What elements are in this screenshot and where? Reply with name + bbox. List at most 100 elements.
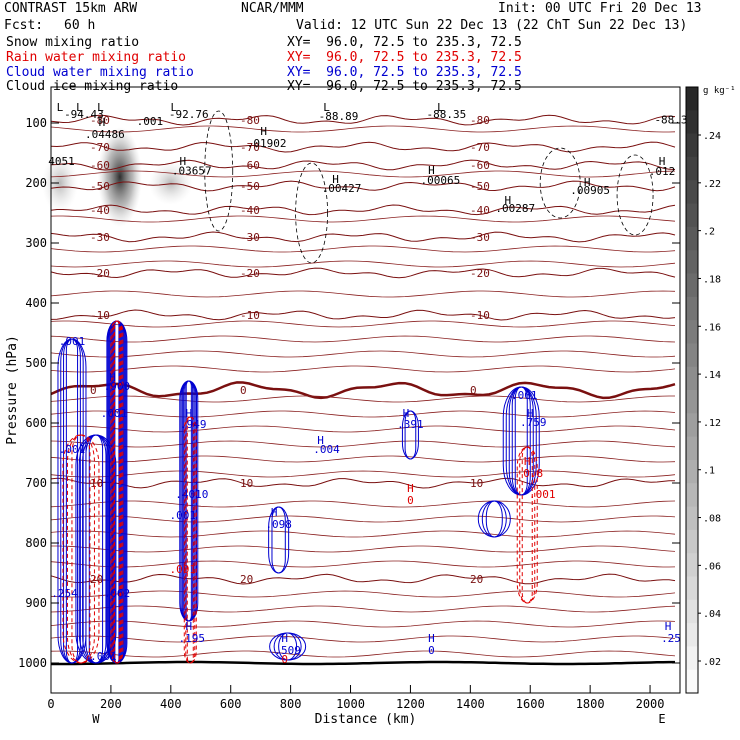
x-tick-label: 800 [280,697,302,711]
colorbar-label: .18 [703,274,721,285]
extrema-label: .098 [265,518,292,531]
extrema-label: H [260,125,267,138]
temperature-contour [50,114,676,126]
field-name-snow: Snow mixing ratio [6,35,140,50]
extrema-label: H [527,407,534,420]
extrema-label: -92.76 [169,108,209,121]
temperature-contour [50,605,676,613]
colorbar-cell [686,529,698,554]
extrema-label: H [403,407,410,420]
extrema-label: -88.89 [319,110,359,123]
temperature-contour-label: 20 [240,573,253,586]
temperature-contour [50,125,676,133]
extrema-label: L [170,101,177,114]
extrema-label: H [332,173,339,186]
temperature-contour [50,335,676,343]
temperature-contour-label: -70 [470,141,490,154]
fcst-value: 60 h [64,18,96,33]
valid-time: Valid: 12 UTC Sun 22 Dec 13 (22 ChT Sun … [296,18,688,33]
extrema-label: L [97,101,104,114]
field-xy-snow: XY= 96.0, 72.5 to 235.3, 72.5 [287,35,522,50]
temperature-contour-label: -60 [90,159,110,172]
extrema-label: H [185,407,192,420]
extrema-label: .391 [397,418,424,431]
colorbar-cell [686,576,698,601]
extrema-label: .4010 [175,488,208,501]
field-xy-rain: XY= 96.0, 72.5 to 235.3, 72.5 [287,50,522,65]
temperature-contour-label: 20 [470,573,483,586]
ground-surface [51,660,675,666]
extrema-label: .001 [529,488,556,501]
temperature-contour-label: -20 [240,267,260,280]
temperature-contour [50,440,676,448]
temperature-contour [50,231,676,243]
colorbar-cell [686,623,698,647]
temperature-contour [50,560,676,568]
extrema-label: .001 [170,563,197,576]
colorbar-cell [686,320,698,344]
colorbar-cell [686,669,698,694]
temperature-contour-label: 0 [240,384,247,397]
rain-water-contour [62,434,100,664]
extrema-label: .03657 [172,165,212,178]
colorbar-cell [686,110,698,135]
rain-water-contour [113,320,120,664]
colorbar-label: .04 [703,609,721,620]
extrema-label: H [428,632,435,645]
extrema-label: 0.8 [523,467,543,480]
colorbar-cell [686,273,698,298]
temperature-contour [50,365,676,373]
colorbar-cell [686,390,698,414]
extrema-label: .00065 [421,174,461,187]
init-time: Init: 00 UTC Fri 20 Dec 13 [498,1,702,16]
colorbar-cell [686,366,698,391]
temperature-contour-label: -80 [470,114,490,127]
extrema-label: L [323,101,330,114]
extrema-label: .004 [313,443,340,456]
extrema-label: H [428,164,435,177]
temperature-contour-label: 20 [90,573,103,586]
y-tick-label: 400 [25,296,47,310]
temperature-contour-label: 10 [90,477,103,490]
extrema-label: 0 [428,644,435,657]
temperature-contour-label: -70 [240,141,260,154]
temperature-contour-label: -30 [470,231,490,244]
extrema-label: .195 [179,632,206,645]
extrema-label: H [584,176,591,189]
extrema-label: 0 [407,494,414,507]
y-tick-label: 700 [25,476,47,490]
y-tick-label: 500 [25,356,47,370]
temperature-contour [50,290,676,298]
y-tick-label: 600 [25,416,47,430]
extrema-label: .509 [274,644,301,657]
extrema-label: .001 [511,389,538,402]
rain-water-contour [186,416,194,664]
temperature-contour-label: -50 [240,180,260,193]
temperature-contour-label: 10 [240,477,253,490]
colorbar-cell [686,343,698,368]
extrema-label: .00905 [570,184,610,197]
field-name-rain: Rain water mixing ratio [6,50,187,65]
temperature-contour-label: 0 [470,384,477,397]
temperature-contour [50,141,676,153]
extrema-label: H [504,194,511,207]
colorbar-cell [686,87,698,111]
colorbar-cell [686,226,698,251]
temperature-contour-label: -70 [90,141,110,154]
colorbar-label: .14 [703,370,721,381]
extrema-label: .062 [104,587,131,600]
rain-water-contour [521,446,533,604]
y-tick-label: 300 [25,236,47,250]
colorbar-label: .24 [703,131,721,142]
y-tick-label: 800 [25,536,47,550]
colorbar-frame [685,86,699,694]
temperature-contour [50,245,676,253]
extrema-label: L [57,101,64,114]
x-tick-label: 0 [47,697,54,711]
temperature-contour [50,425,676,433]
colorbar-cell [686,180,698,205]
extrema-label: .00427 [322,182,362,195]
temperature-contour-label: -80 [240,114,260,127]
colorbar-unit: g kg⁻¹ [703,86,736,96]
